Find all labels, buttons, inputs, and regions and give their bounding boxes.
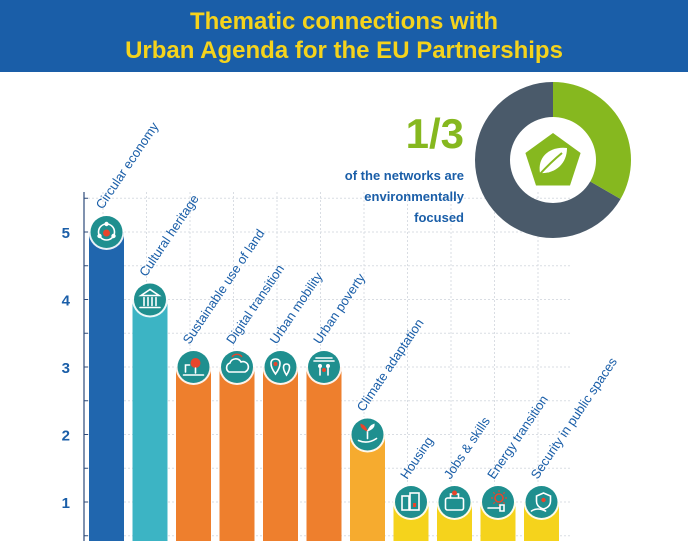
- y-tick-label: 2: [62, 428, 70, 445]
- donut-slice-rest: [475, 82, 621, 238]
- circular-arrows-icon: [88, 214, 125, 250]
- land-pin-icon: [175, 349, 212, 385]
- y-tick-label: 3: [62, 360, 70, 377]
- leaf-pentagon-icon: [520, 126, 586, 188]
- bar: [263, 367, 298, 541]
- sprout-hand-icon: [349, 416, 386, 453]
- y-tick-label: 1: [62, 495, 70, 512]
- category-label: Housing: [397, 434, 436, 482]
- category-label: Climate adaptation: [354, 316, 427, 414]
- shield-hand-icon: [523, 484, 560, 520]
- category-label: Circular economy: [93, 119, 162, 212]
- briefcase-icon: [436, 484, 473, 520]
- title-line-1: Thematic connections with: [189, 8, 499, 35]
- title-line-2: Urban Agenda for the EU Partnerships: [125, 37, 563, 64]
- donut-slice-environmental: [553, 82, 632, 199]
- stat-text-line-1: of the networks are: [344, 168, 464, 183]
- stat-description: of the networks are environmentally focu…: [318, 165, 464, 228]
- energy-plug-icon: [480, 484, 516, 520]
- poverty-people-icon: [306, 349, 342, 385]
- donut-chart: [475, 82, 632, 238]
- bar: [219, 367, 255, 541]
- buildings-icon: [393, 484, 429, 520]
- title-banner: Thematic connections with Urban Agenda f…: [0, 0, 688, 72]
- bar: [176, 367, 211, 541]
- cloud-icon: [219, 349, 255, 385]
- y-tick-label: 5: [62, 225, 70, 242]
- stat-fraction: 1/3: [405, 110, 464, 157]
- bar: [306, 367, 342, 541]
- stat-text-line-2: environmentally: [364, 189, 464, 204]
- location-pins-icon: [262, 349, 299, 385]
- category-label: Sustainable use of land: [180, 226, 268, 346]
- stat-text-line-3: focused: [414, 210, 464, 225]
- museum-icon: [132, 281, 168, 318]
- y-axis: 1 2 3 4 5: [62, 192, 88, 541]
- category-label: Security in public spaces: [528, 354, 621, 481]
- bar: [89, 232, 124, 541]
- bar: [132, 299, 168, 541]
- y-tick-label: 4: [62, 293, 71, 310]
